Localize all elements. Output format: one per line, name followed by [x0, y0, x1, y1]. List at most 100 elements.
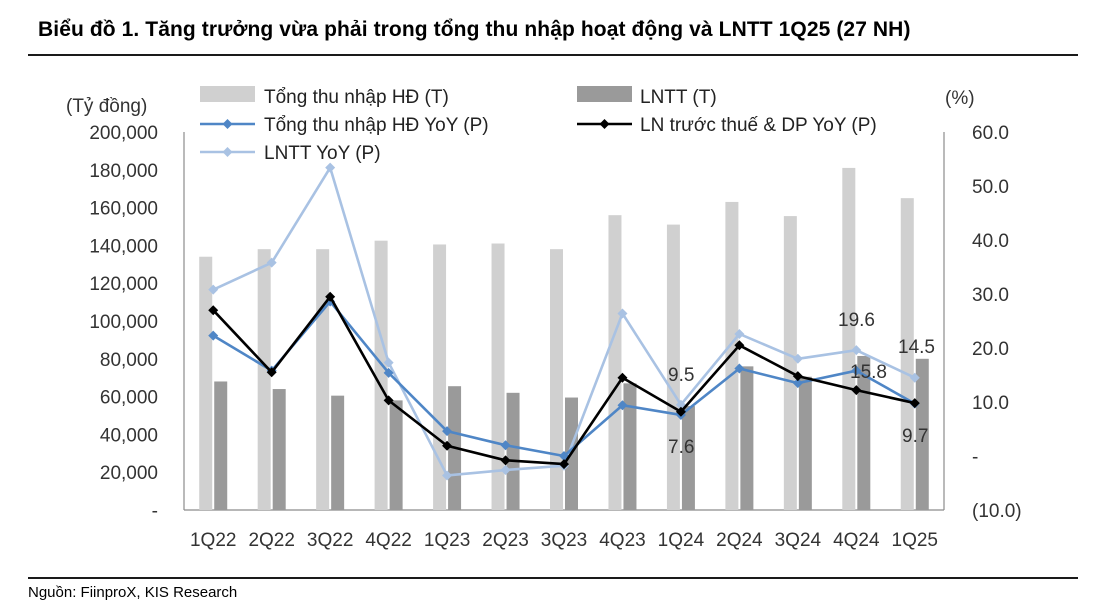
x-tick-label: 3Q22: [307, 530, 353, 551]
bar-total-income: [608, 215, 622, 510]
x-tick-label: 1Q23: [424, 530, 470, 551]
left-tick-label: 140,000: [89, 236, 158, 257]
legend-income-yoy-marker: [222, 119, 233, 129]
chart-title: Biểu đồ 1. Tăng trưởng vừa phải trong tổ…: [38, 18, 911, 41]
line-pbt-dp-yoy-point: [266, 367, 277, 378]
source-note: Nguồn: FiinproX, KIS Research: [28, 584, 238, 601]
legend-pbt-dp-yoy-marker: [599, 119, 610, 129]
line-income-yoy-point: [851, 365, 862, 376]
line-pbt-dp-yoy-point: [383, 395, 394, 406]
bar-total-income: [316, 249, 330, 510]
lines: [208, 162, 920, 481]
bar-total-income: [842, 167, 856, 510]
line-income-yoy-point: [734, 363, 745, 374]
x-tick-label: 1Q22: [190, 530, 236, 551]
left-tick-label: 180,000: [89, 161, 158, 182]
legend-pbt-dp-yoy-label: LN trước thuế & DP YoY (P): [640, 115, 877, 136]
x-tick-label: 4Q22: [365, 530, 411, 551]
title-divider: [28, 54, 1078, 56]
bar-lntt: [740, 366, 754, 510]
legend-lntt-yoy-label: LNTT YoY (P): [264, 143, 381, 164]
line-pbt-dp-yoy-point: [617, 372, 628, 383]
bar-total-income: [900, 198, 914, 510]
data-label: 15.8: [850, 362, 887, 383]
line-income-yoy-point: [442, 426, 453, 437]
axes: - 20,000 40,000 60,000 80,000 100,000 120,000 1…: [66, 88, 1022, 551]
bar-lntt: [389, 400, 403, 510]
line-pbt-dp-yoy-point: [208, 305, 219, 316]
left-tick-label: 200,000: [89, 123, 158, 144]
line-lntt-yoy-point: [208, 284, 219, 295]
bar-lntt: [331, 395, 345, 510]
line-pbt-dp-yoy-point: [500, 455, 511, 466]
line-pbt-dp-yoy-point: [851, 385, 862, 396]
bar-total-income: [199, 256, 213, 510]
data-label: 19.6: [838, 310, 875, 331]
bar-total-income: [374, 240, 388, 511]
bar-lntt: [214, 381, 228, 510]
annotations: 19.6 14.5 9.5 15.8 7.6 9.7: [668, 310, 935, 458]
bar-lntt: [623, 383, 637, 510]
x-tick-label: 2Q23: [482, 530, 528, 551]
line-pbt-dp-yoy-point: [675, 406, 686, 417]
bar-total-income: [725, 201, 739, 510]
bar-total-income: [666, 224, 680, 511]
x-tick-label: 1Q24: [658, 530, 705, 551]
data-label: 14.5: [898, 337, 935, 358]
line-income-yoy-point: [383, 367, 394, 378]
bar-total-income: [783, 216, 797, 511]
bar-lntt: [915, 358, 929, 510]
line-lntt-yoy-point: [734, 328, 745, 339]
left-tick-label: 120,000: [89, 274, 158, 295]
line-lntt-yoy-point: [266, 257, 277, 268]
line-pbt-dp-yoy-point: [559, 459, 569, 470]
legend-income-yoy-label: Tổng thu nhập HĐ YoY (P): [264, 115, 489, 136]
bars: [199, 167, 929, 511]
line-lntt-yoy-point: [792, 353, 803, 364]
line-pbt-dp-yoy-point: [909, 398, 920, 409]
right-axis-label: (%): [945, 88, 975, 109]
right-tick-label: 30.0: [972, 285, 1009, 306]
right-tick-label: 20.0: [972, 339, 1009, 360]
line-income-yoy-point: [500, 440, 511, 451]
legend-lntt-yoy-marker: [222, 147, 233, 157]
bar-total-income: [550, 249, 563, 510]
line-income-yoy-point: [617, 400, 628, 411]
x-tick-label: 4Q23: [599, 530, 645, 551]
line-lntt-yoy-point: [383, 357, 394, 368]
right-tick-label: 10.0: [972, 393, 1009, 414]
line-lntt-yoy-point: [909, 372, 920, 383]
bar-lntt: [857, 355, 871, 510]
line-income-yoy-point: [208, 330, 219, 341]
legend: Tổng thu nhập HĐ (T) LNTT (T) Tổng thu nhậ…: [200, 86, 877, 164]
line-pbt-dp-yoy-point: [442, 440, 453, 451]
bar-lntt: [272, 389, 286, 510]
right-tick-label: -: [972, 447, 978, 468]
left-tick-label: -: [152, 501, 158, 522]
left-tick-label: 100,000: [89, 312, 158, 333]
line-lntt-yoy-point: [325, 162, 336, 173]
line-income-yoy-point: [792, 378, 803, 389]
legend-lntt-swatch: [577, 86, 632, 102]
right-tick-label: 40.0: [972, 231, 1009, 252]
left-tick-label: 80,000: [100, 350, 158, 371]
right-tick-label: (10.0): [972, 501, 1022, 522]
line-lntt-yoy-point: [851, 345, 862, 356]
right-tick-label: 60.0: [972, 123, 1009, 144]
x-tick-label: 4Q24: [833, 530, 880, 551]
left-tick-label: 20,000: [100, 463, 158, 484]
legend-total-income-swatch: [200, 86, 255, 102]
data-label: 9.7: [902, 426, 928, 447]
line-lntt-yoy-point: [442, 470, 453, 481]
data-label: 9.5: [668, 365, 694, 386]
legend-total-income-label: Tổng thu nhập HĐ (T): [264, 87, 449, 108]
line-lntt-yoy-point: [500, 465, 511, 476]
left-tick-label: 60,000: [100, 388, 158, 409]
bar-lntt: [798, 376, 812, 510]
legend-lntt-label: LNTT (T): [640, 87, 717, 108]
x-tick-label: 3Q23: [541, 530, 587, 551]
line-pbt-dp-yoy-point: [734, 340, 745, 351]
bar-lntt: [681, 406, 695, 510]
line-pbt-dp-yoy-point: [792, 371, 803, 382]
x-tick-label: 2Q22: [248, 530, 294, 551]
